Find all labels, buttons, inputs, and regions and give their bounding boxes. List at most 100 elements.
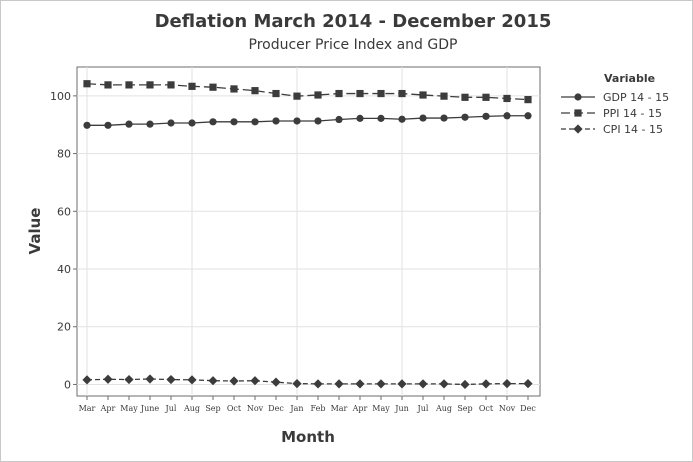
data-point	[209, 118, 217, 126]
data-point	[83, 121, 91, 129]
data-point	[419, 91, 427, 99]
series-circle	[83, 112, 532, 129]
data-point	[187, 375, 197, 385]
data-point	[397, 379, 407, 389]
legend-title: Variable	[604, 72, 655, 85]
series-line	[87, 115, 528, 126]
x-tick-label: Oct	[227, 404, 242, 413]
data-point	[440, 114, 448, 122]
data-point	[272, 117, 280, 125]
data-point	[167, 81, 175, 89]
y-tick-label: 20	[57, 321, 71, 334]
x-tick-label: Dec	[268, 404, 284, 413]
data-point	[188, 119, 196, 127]
data-point	[251, 87, 259, 95]
legend-item: PPI 14 - 15	[561, 107, 662, 120]
data-point	[271, 377, 281, 387]
x-tick-label: Aug	[183, 404, 200, 413]
chart-subtitle: Producer Price Index and GDP	[249, 37, 458, 53]
x-tick-label: Nov	[247, 404, 264, 413]
data-point	[229, 376, 239, 386]
x-tick-label: Aug	[435, 404, 452, 413]
x-axis-label: Month	[281, 428, 335, 446]
data-point	[82, 375, 92, 385]
x-tick-label: Mar	[79, 404, 96, 413]
legend-marker	[573, 124, 583, 134]
data-point	[524, 112, 532, 120]
data-point	[125, 81, 133, 89]
data-point	[230, 118, 238, 126]
y-tick-label: 40	[57, 263, 71, 276]
data-point	[146, 120, 154, 128]
data-point	[439, 379, 449, 389]
x-tick-label: Feb	[311, 404, 326, 413]
x-tick-label: Nov	[499, 404, 516, 413]
data-point	[188, 82, 196, 90]
legend: Variable GDP 14 - 15 PPI 14 - 15 CPI 14 - …	[561, 72, 669, 136]
legend-item: GDP 14 - 15	[561, 91, 669, 104]
data-point	[376, 379, 386, 389]
data-point	[146, 81, 154, 89]
data-point	[292, 378, 302, 389]
legend-item: CPI 14 - 15	[561, 123, 663, 136]
x-tick-label: Oct	[479, 404, 494, 413]
data-point	[293, 92, 301, 100]
x-tick-label: Apr	[352, 404, 368, 413]
data-point	[419, 114, 427, 122]
data-point	[335, 89, 343, 98]
plot-area	[76, 66, 541, 397]
data-point	[418, 379, 428, 389]
data-point	[125, 120, 133, 128]
data-point	[461, 113, 469, 121]
data-point	[334, 379, 344, 389]
y-axis-label: Value	[26, 208, 44, 255]
gridlines	[77, 67, 540, 396]
x-tick-label: Jul	[165, 404, 177, 413]
data-point	[250, 376, 260, 386]
data-point	[167, 119, 175, 127]
data-point	[503, 94, 511, 103]
series-square	[83, 80, 532, 104]
data-point	[356, 89, 364, 98]
data-point	[482, 112, 490, 120]
legend-marker	[574, 109, 582, 117]
data-point	[314, 91, 322, 99]
x-tick-label: Dec	[520, 404, 536, 413]
y-tick-label: 80	[57, 148, 71, 161]
data-point	[209, 83, 217, 91]
data-point	[481, 379, 491, 389]
x-tick-label: May	[372, 404, 390, 413]
series-line	[86, 83, 529, 101]
x-tick-label: Jun	[394, 404, 409, 413]
legend-label: GDP 14 - 15	[603, 91, 669, 104]
data-point	[166, 374, 176, 385]
data-point	[377, 114, 385, 122]
chart-title: Deflation March 2014 - December 2015	[155, 11, 552, 32]
legend-label: PPI 14 - 15	[603, 107, 662, 120]
data-point	[103, 374, 113, 384]
data-point	[208, 376, 218, 386]
legend-marker	[574, 93, 582, 101]
series-diamond	[82, 374, 533, 390]
x-tick-label: Mar	[331, 404, 348, 413]
data-point	[377, 89, 385, 98]
data-point	[523, 378, 533, 389]
data-point	[524, 96, 532, 104]
data-point	[356, 114, 364, 122]
y-tick-label: 0	[64, 378, 71, 391]
data-point	[355, 379, 365, 389]
x-tick-label: Sep	[457, 404, 472, 413]
data-point	[251, 118, 259, 126]
data-point	[335, 115, 343, 124]
x-tick-label: June	[140, 404, 160, 413]
series-line	[86, 378, 528, 386]
data-point	[293, 117, 301, 125]
data-point	[313, 379, 323, 389]
data-point	[83, 80, 91, 88]
data-point	[104, 81, 112, 89]
x-tick-label: Sep	[205, 404, 220, 413]
data-point	[230, 85, 238, 93]
data-point	[503, 112, 511, 120]
data-point	[398, 115, 406, 123]
x-tick-label: May	[120, 404, 138, 413]
